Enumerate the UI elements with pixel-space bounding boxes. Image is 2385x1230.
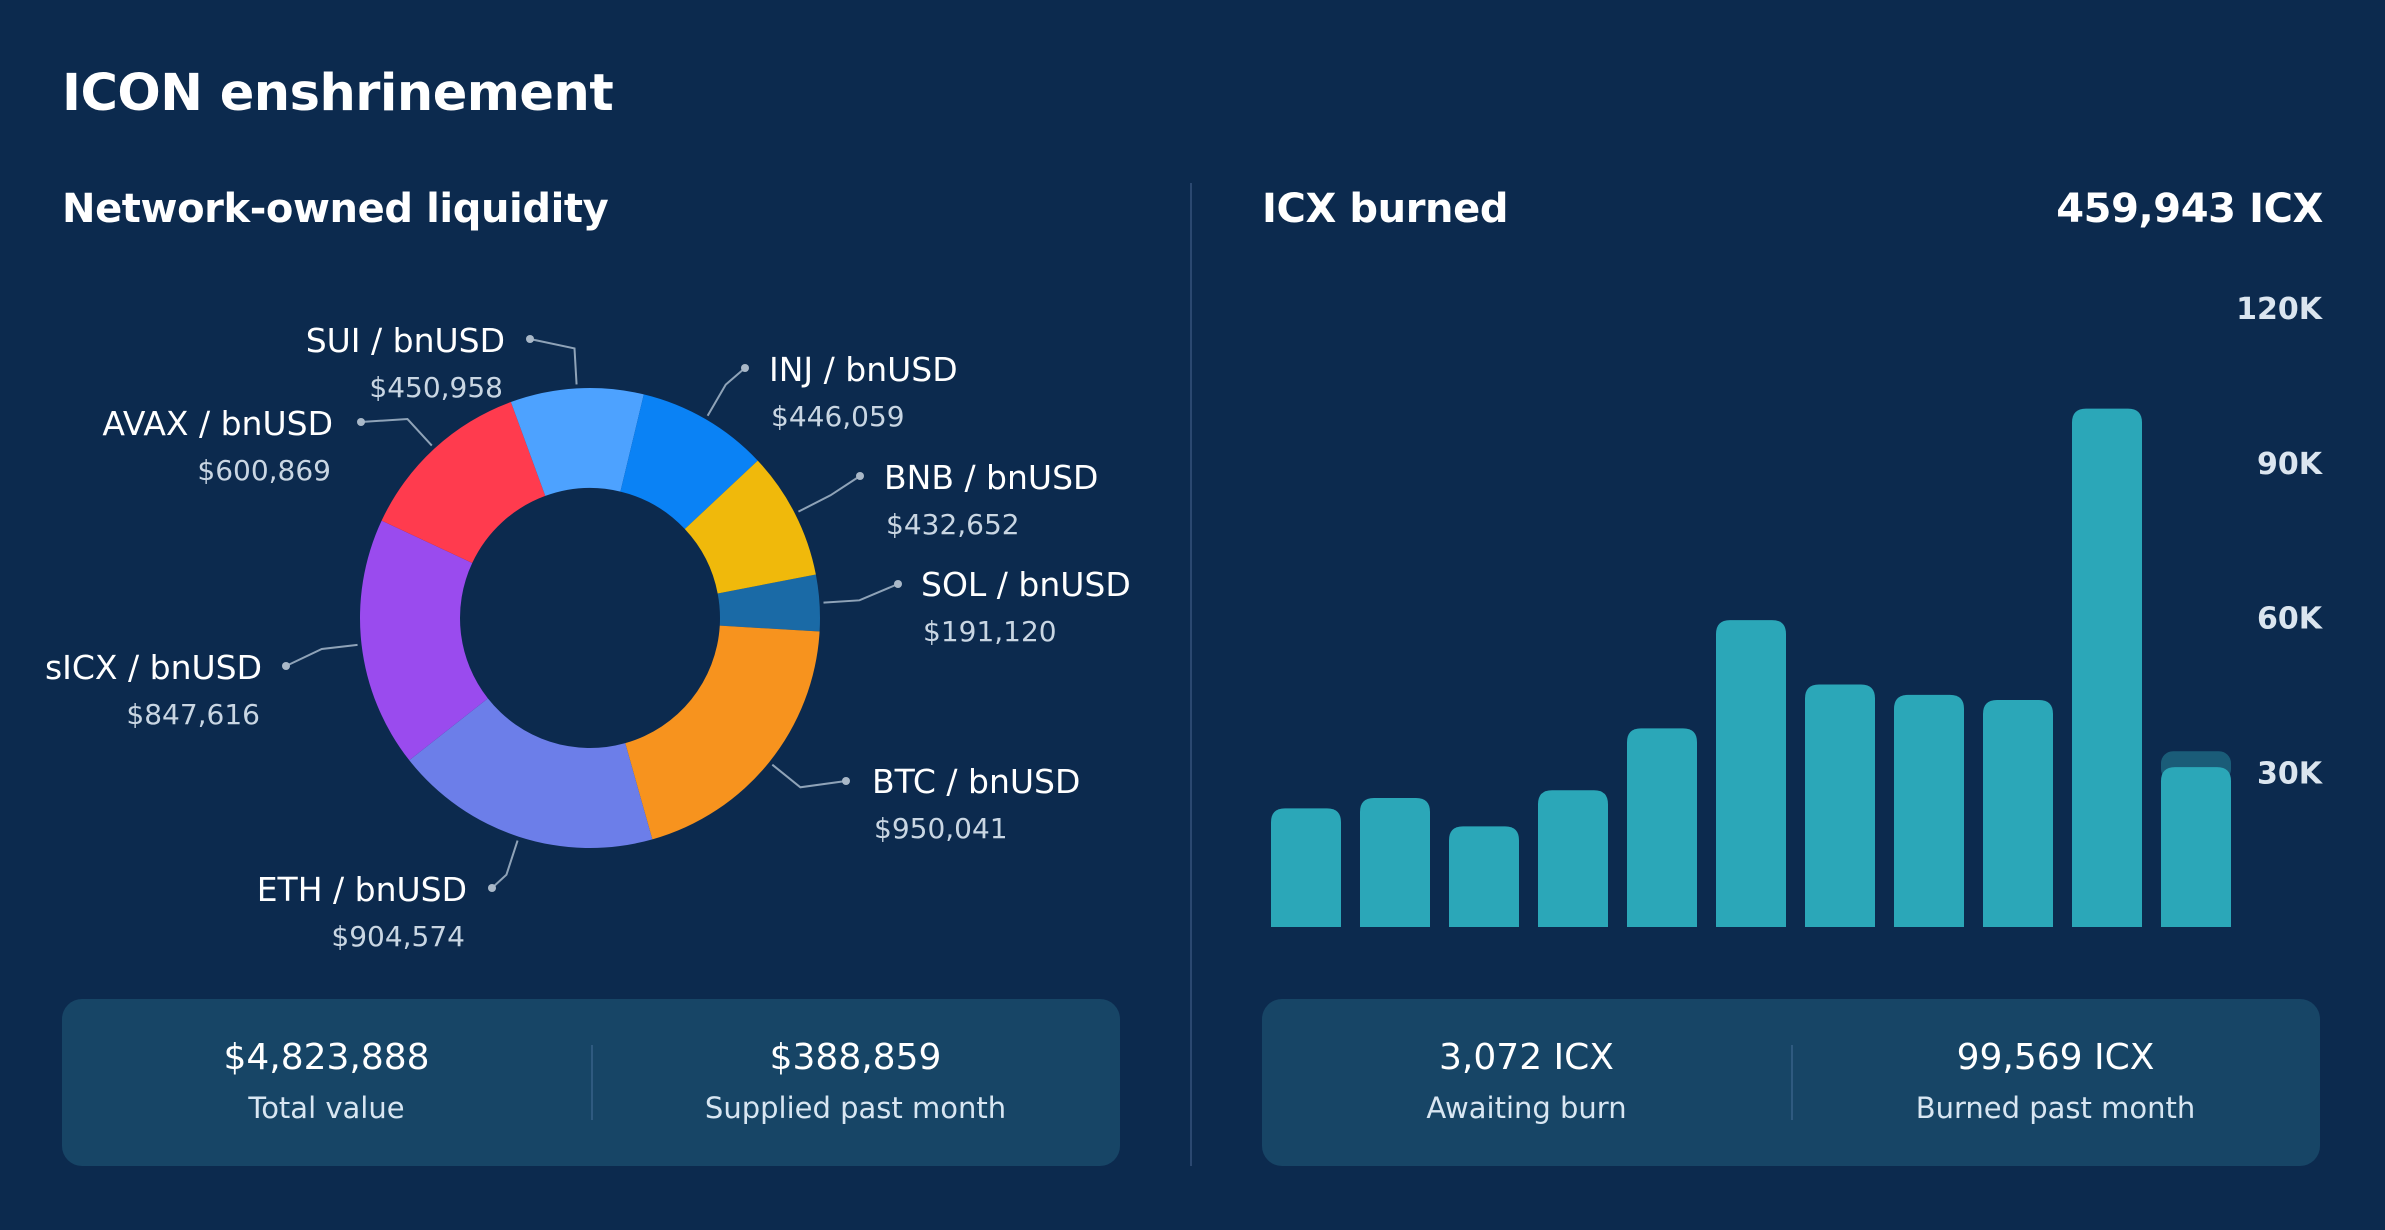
donut-slice-inj-bnusd — [620, 394, 758, 530]
liquidity-section-title: Network-owned liquidity — [62, 186, 609, 232]
donut-slice-bnb-bnusd — [684, 460, 816, 594]
slice-value-label: $904,574 — [331, 920, 465, 953]
awaiting-burn-value: 3,072 ICX — [1439, 1037, 1614, 1078]
slice-name-label: BNB / bnUSD — [884, 458, 1098, 497]
leader-line — [797, 475, 861, 513]
donut-slice-sui-bnusd — [510, 387, 644, 496]
total-value-label: Total value — [248, 1091, 405, 1125]
total-value-stat: $4,823,888 Total value — [62, 999, 591, 1166]
burn-stats-panel: 3,072 ICX Awaiting burn 99,569 ICX Burne… — [1262, 999, 2320, 1166]
slice-name-label: SUI / bnUSD — [306, 321, 505, 360]
burn-bar — [1983, 700, 2053, 927]
leader-dot — [842, 777, 850, 785]
burn-bar — [1894, 694, 1964, 927]
page-title: ICON enshrinement — [62, 64, 614, 123]
leader-line — [529, 338, 578, 385]
donut-slice-avax-bnusd — [381, 402, 546, 563]
slice-name-label: SOL / bnUSD — [921, 565, 1131, 604]
leader-line — [823, 583, 899, 604]
leader-dot — [741, 364, 749, 372]
awaiting-burn-stat: 3,072 ICX Awaiting burn — [1262, 999, 1791, 1166]
supplied-past-month-label: Supplied past month — [704, 1091, 1007, 1125]
slice-value-label: $950,041 — [874, 812, 1008, 845]
donut-slice-sol-bnusd — [717, 574, 820, 632]
slice-name-label: sICX / bnUSD — [45, 648, 262, 687]
leader-dot — [894, 580, 902, 588]
leader-dot — [357, 418, 365, 426]
burn-bar — [2072, 408, 2142, 927]
y-tick-label: 120K — [2236, 292, 2324, 327]
slice-value-label: $450,958 — [369, 371, 503, 404]
slice-name-label: BTC / bnUSD — [872, 762, 1080, 801]
leader-dot — [526, 335, 534, 343]
burn-bar — [1805, 684, 1875, 927]
awaiting-burn-label: Awaiting burn — [1426, 1091, 1627, 1125]
section-divider — [1190, 183, 1192, 1166]
y-tick-label: 90K — [2257, 447, 2324, 482]
burn-bar — [2161, 767, 2231, 927]
burn-section-title: ICX burned — [1262, 186, 1509, 232]
burn-bar — [1449, 826, 1519, 927]
slice-value-label: $446,059 — [771, 400, 905, 433]
donut-slice-sicx-bnusd — [360, 520, 488, 761]
burned-past-month-stat: 99,569 ICX Burned past month — [1791, 999, 2320, 1166]
slice-name-label: ETH / bnUSD — [257, 870, 467, 909]
stat-divider — [1791, 1045, 1793, 1120]
liquidity-stats-panel: $4,823,888 Total value $388,859 Supplied… — [62, 999, 1120, 1166]
burn-bar — [1271, 808, 1341, 927]
burn-bar — [1716, 620, 1786, 927]
leader-dot — [856, 472, 864, 480]
donut-slice-eth-bnusd — [409, 698, 653, 848]
leader-line — [771, 763, 847, 789]
y-tick-label: 60K — [2257, 602, 2324, 637]
leader-line — [285, 643, 358, 667]
stat-divider — [591, 1045, 593, 1120]
burn-bar — [1627, 728, 1697, 927]
supplied-past-month-stat: $388,859 Supplied past month — [591, 999, 1120, 1166]
slice-value-label: $847,616 — [126, 698, 260, 731]
leader-line — [491, 840, 519, 889]
leader-line — [706, 367, 746, 417]
burn-bar — [1538, 790, 1608, 927]
leader-dot — [488, 884, 496, 892]
burned-past-month-value: 99,569 ICX — [1956, 1037, 2155, 1078]
supplied-past-month-value: $388,859 — [769, 1037, 942, 1078]
leader-dot — [282, 662, 290, 670]
slice-value-label: $191,120 — [923, 615, 1057, 648]
slice-name-label: AVAX / bnUSD — [102, 404, 333, 443]
leader-line — [360, 418, 433, 447]
donut-slice-btc-bnusd — [625, 625, 820, 840]
burned-past-month-label: Burned past month — [1915, 1091, 2196, 1125]
slice-value-label: $600,869 — [197, 454, 331, 487]
burn-total-value: 459,943 ICX — [2056, 186, 2323, 232]
burn-bar — [1360, 798, 1430, 927]
slice-name-label: INJ / bnUSD — [769, 350, 958, 389]
y-tick-label: 30K — [2257, 756, 2324, 791]
total-value: $4,823,888 — [223, 1037, 430, 1078]
slice-value-label: $432,652 — [886, 508, 1020, 541]
